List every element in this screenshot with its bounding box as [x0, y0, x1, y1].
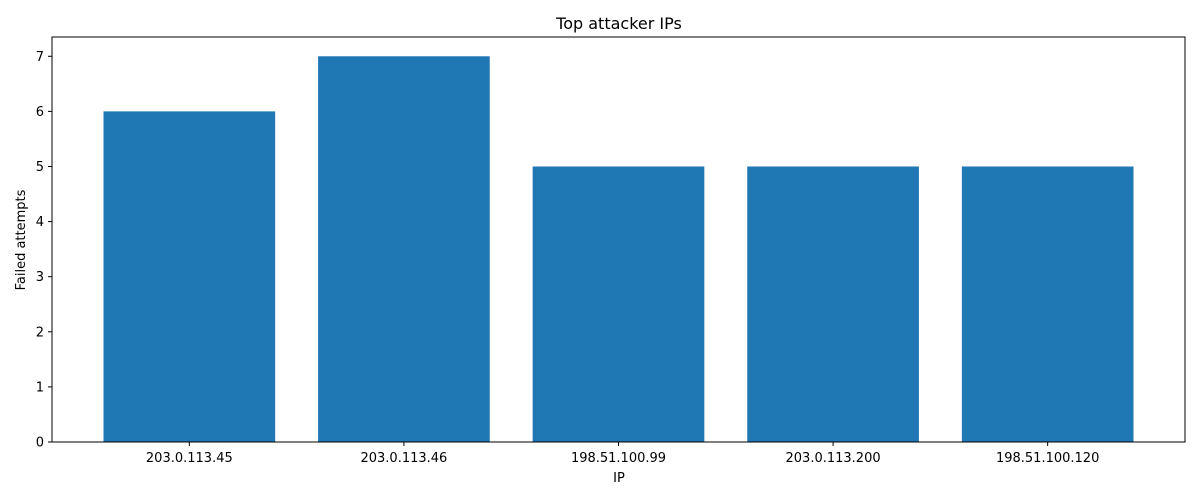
- bar-203.0.113.46: [318, 56, 490, 443]
- x-tick-label: 203.0.113.45: [146, 451, 233, 466]
- x-tick-label: 203.0.113.46: [360, 451, 447, 466]
- y-axis-label: Failed attempts: [14, 189, 29, 290]
- y-axis-ticks: 0 1 2 3 4 5 6 7: [36, 50, 52, 451]
- plot-frame: [51, 36, 1186, 443]
- chart-title: Top attacker IPs: [555, 14, 682, 33]
- x-axis-ticks: 203.0.113.45 203.0.113.46 198.51.100.99 203…: [146, 442, 1099, 466]
- x-tick-label: 198.51.100.99: [571, 451, 666, 466]
- y-tick-label: 4: [36, 215, 44, 230]
- y-tick-label: 5: [36, 160, 44, 175]
- y-tick-label: 2: [36, 325, 44, 340]
- bars-group: [103, 56, 1134, 443]
- x-tick-label: 198.51.100.120: [996, 451, 1099, 466]
- x-tick-label: 203.0.113.200: [786, 451, 881, 466]
- x-axis-label: IP: [613, 471, 625, 486]
- y-tick-label: 6: [36, 105, 44, 120]
- bar-203.0.113.200: [747, 166, 919, 442]
- y-tick-label: 3: [36, 270, 44, 285]
- bar-198.51.100.99: [532, 166, 705, 442]
- y-tick-label: 1: [36, 380, 44, 395]
- bar-203.0.113.45: [103, 111, 276, 442]
- y-tick-label: 7: [36, 50, 44, 65]
- bar-198.51.100.120: [961, 166, 1134, 442]
- y-tick-label: 0: [36, 436, 44, 451]
